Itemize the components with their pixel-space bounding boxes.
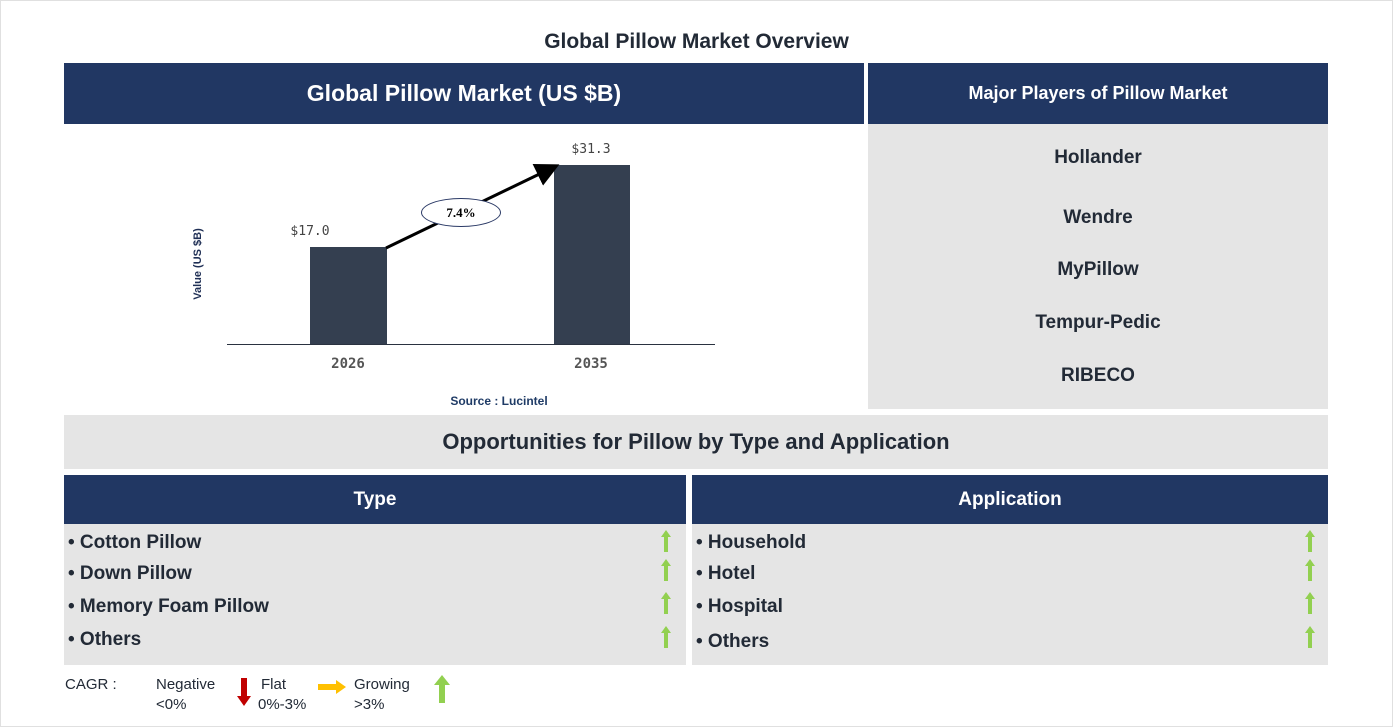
players-panel-header: Major Players of Pillow Market — [868, 63, 1328, 124]
down-arrow-icon — [237, 678, 251, 706]
legend-flat-label: Flat — [261, 676, 287, 693]
players-panel: Hollander Wendre MyPillow Tempur-Pedic R… — [868, 124, 1328, 409]
legend-flat: Flat 0%-3% — [258, 675, 306, 715]
cagr-trend-arrow-icon — [385, 164, 560, 250]
application-panel: • Household • Hotel • Hospital • Others — [692, 524, 1328, 665]
legend-cagr-label: CAGR : — [65, 676, 117, 693]
page-title: Global Pillow Market Overview — [544, 30, 849, 53]
up-arrow-icon — [1305, 626, 1315, 648]
up-arrow-icon — [1305, 592, 1315, 614]
bar-value-label-2035: $31.3 — [571, 142, 611, 157]
source-note: Source : Lucintel — [450, 394, 548, 408]
application-item: • Household — [696, 532, 807, 553]
application-item: • Others — [696, 631, 770, 652]
legend-negative: Negative <0% — [156, 675, 215, 715]
up-arrow-icon — [661, 559, 671, 581]
x-axis-line — [227, 344, 715, 345]
market-panel-header: Global Pillow Market (US $B) — [64, 63, 864, 124]
up-arrow-icon — [661, 626, 671, 648]
x-tick-2035: 2035 — [574, 356, 608, 372]
application-header: Application — [692, 475, 1328, 524]
application-item: • Hospital — [696, 596, 783, 617]
up-arrow-icon — [1305, 530, 1315, 552]
player-item: MyPillow — [1057, 259, 1139, 280]
right-arrow-icon — [318, 680, 346, 694]
type-item: • Memory Foam Pillow — [68, 596, 269, 617]
legend-flat-range: 0%-3% — [258, 696, 307, 713]
legend-growing-label: Growing — [354, 676, 410, 693]
up-arrow-icon — [661, 592, 671, 614]
bar-2035 — [554, 165, 630, 344]
cagr-badge: 7.4% — [421, 198, 501, 227]
legend-negative-range: <0% — [156, 696, 187, 713]
type-item: • Cotton Pillow — [68, 532, 202, 553]
up-arrow-icon — [661, 530, 671, 552]
player-item: RIBECO — [1061, 365, 1135, 386]
opportunities-title: Opportunities for Pillow by Type and App… — [64, 415, 1328, 469]
player-item: Wendre — [1063, 207, 1133, 228]
application-item: • Hotel — [696, 563, 756, 584]
bar-2026 — [310, 247, 387, 344]
player-item: Tempur-Pedic — [1035, 312, 1161, 333]
type-item: • Others — [68, 629, 142, 650]
type-header: Type — [64, 475, 686, 524]
legend-growing-range: >3% — [354, 696, 385, 713]
type-item: • Down Pillow — [68, 563, 192, 584]
up-arrow-icon — [434, 675, 450, 703]
market-bar-chart: Value (US $B) $17.0 $31.3 2026 2035 7.4%… — [64, 124, 864, 409]
bar-value-label-2026: $17.0 — [290, 224, 330, 239]
player-item: Hollander — [1054, 147, 1142, 168]
legend-negative-label: Negative — [156, 676, 216, 693]
up-arrow-icon — [1305, 559, 1315, 581]
x-tick-2026: 2026 — [331, 356, 365, 372]
type-panel: • Cotton Pillow • Down Pillow • Memory F… — [64, 524, 686, 665]
legend-growing: Growing >3% — [354, 675, 410, 715]
